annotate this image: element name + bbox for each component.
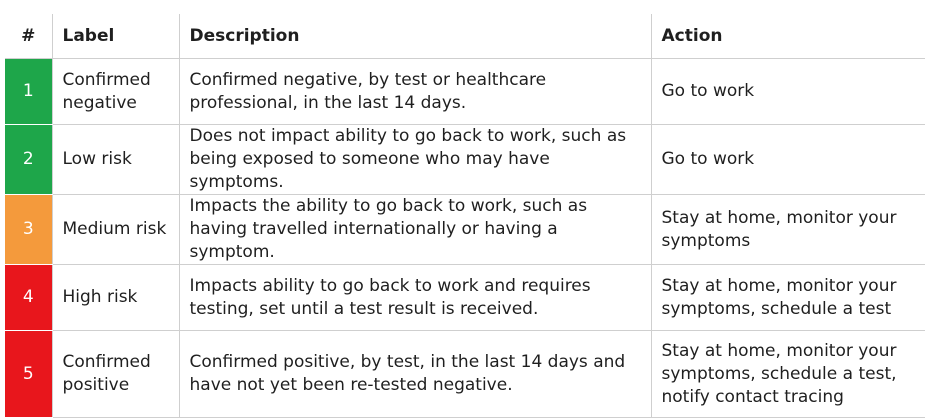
risk-level-number: 3 bbox=[5, 194, 52, 265]
risk-description: Confirmed negative, by test or healthcar… bbox=[178, 58, 651, 125]
header-number: # bbox=[5, 14, 52, 59]
risk-label: Confirmed positive bbox=[51, 330, 179, 418]
table-row: 5 Confirmed positive Confirmed positive,… bbox=[5, 330, 925, 418]
header-description: Description bbox=[178, 14, 651, 59]
risk-action: Go to work bbox=[650, 58, 925, 125]
risk-level-number: 5 bbox=[5, 330, 52, 418]
risk-action: Stay at home, monitor your symptoms, sch… bbox=[650, 264, 925, 331]
risk-label: High risk bbox=[51, 264, 179, 331]
risk-description: Impacts ability to go back to work and r… bbox=[178, 264, 651, 331]
risk-action: Stay at home, monitor your symptoms, sch… bbox=[650, 330, 925, 418]
risk-level-number: 1 bbox=[5, 58, 52, 125]
table-row: 1 Confirmed negative Confirmed negative,… bbox=[5, 58, 925, 125]
header-row: # Label Description Action bbox=[5, 14, 925, 59]
risk-level-table: # Label Description Action 1 Confirmed n… bbox=[5, 14, 925, 418]
table-row: 3 Medium risk Impacts the ability to go … bbox=[5, 194, 925, 265]
risk-action: Go to work bbox=[650, 124, 925, 195]
risk-description: Does not impact ability to go back to wo… bbox=[178, 124, 651, 195]
risk-description: Impacts the ability to go back to work, … bbox=[178, 194, 651, 265]
risk-action: Stay at home, monitor your symptoms bbox=[650, 194, 925, 265]
header-action: Action bbox=[650, 14, 925, 59]
risk-description: Confirmed positive, by test, in the last… bbox=[178, 330, 651, 418]
risk-level-number: 2 bbox=[5, 124, 52, 195]
risk-label: Confirmed negative bbox=[51, 58, 179, 125]
table-row: 2 Low risk Does not impact ability to go… bbox=[5, 124, 925, 195]
table-row: 4 High risk Impacts ability to go back t… bbox=[5, 264, 925, 331]
header-label: Label bbox=[51, 14, 179, 59]
risk-label: Medium risk bbox=[51, 194, 179, 265]
risk-label: Low risk bbox=[51, 124, 179, 195]
risk-level-number: 4 bbox=[5, 264, 52, 331]
